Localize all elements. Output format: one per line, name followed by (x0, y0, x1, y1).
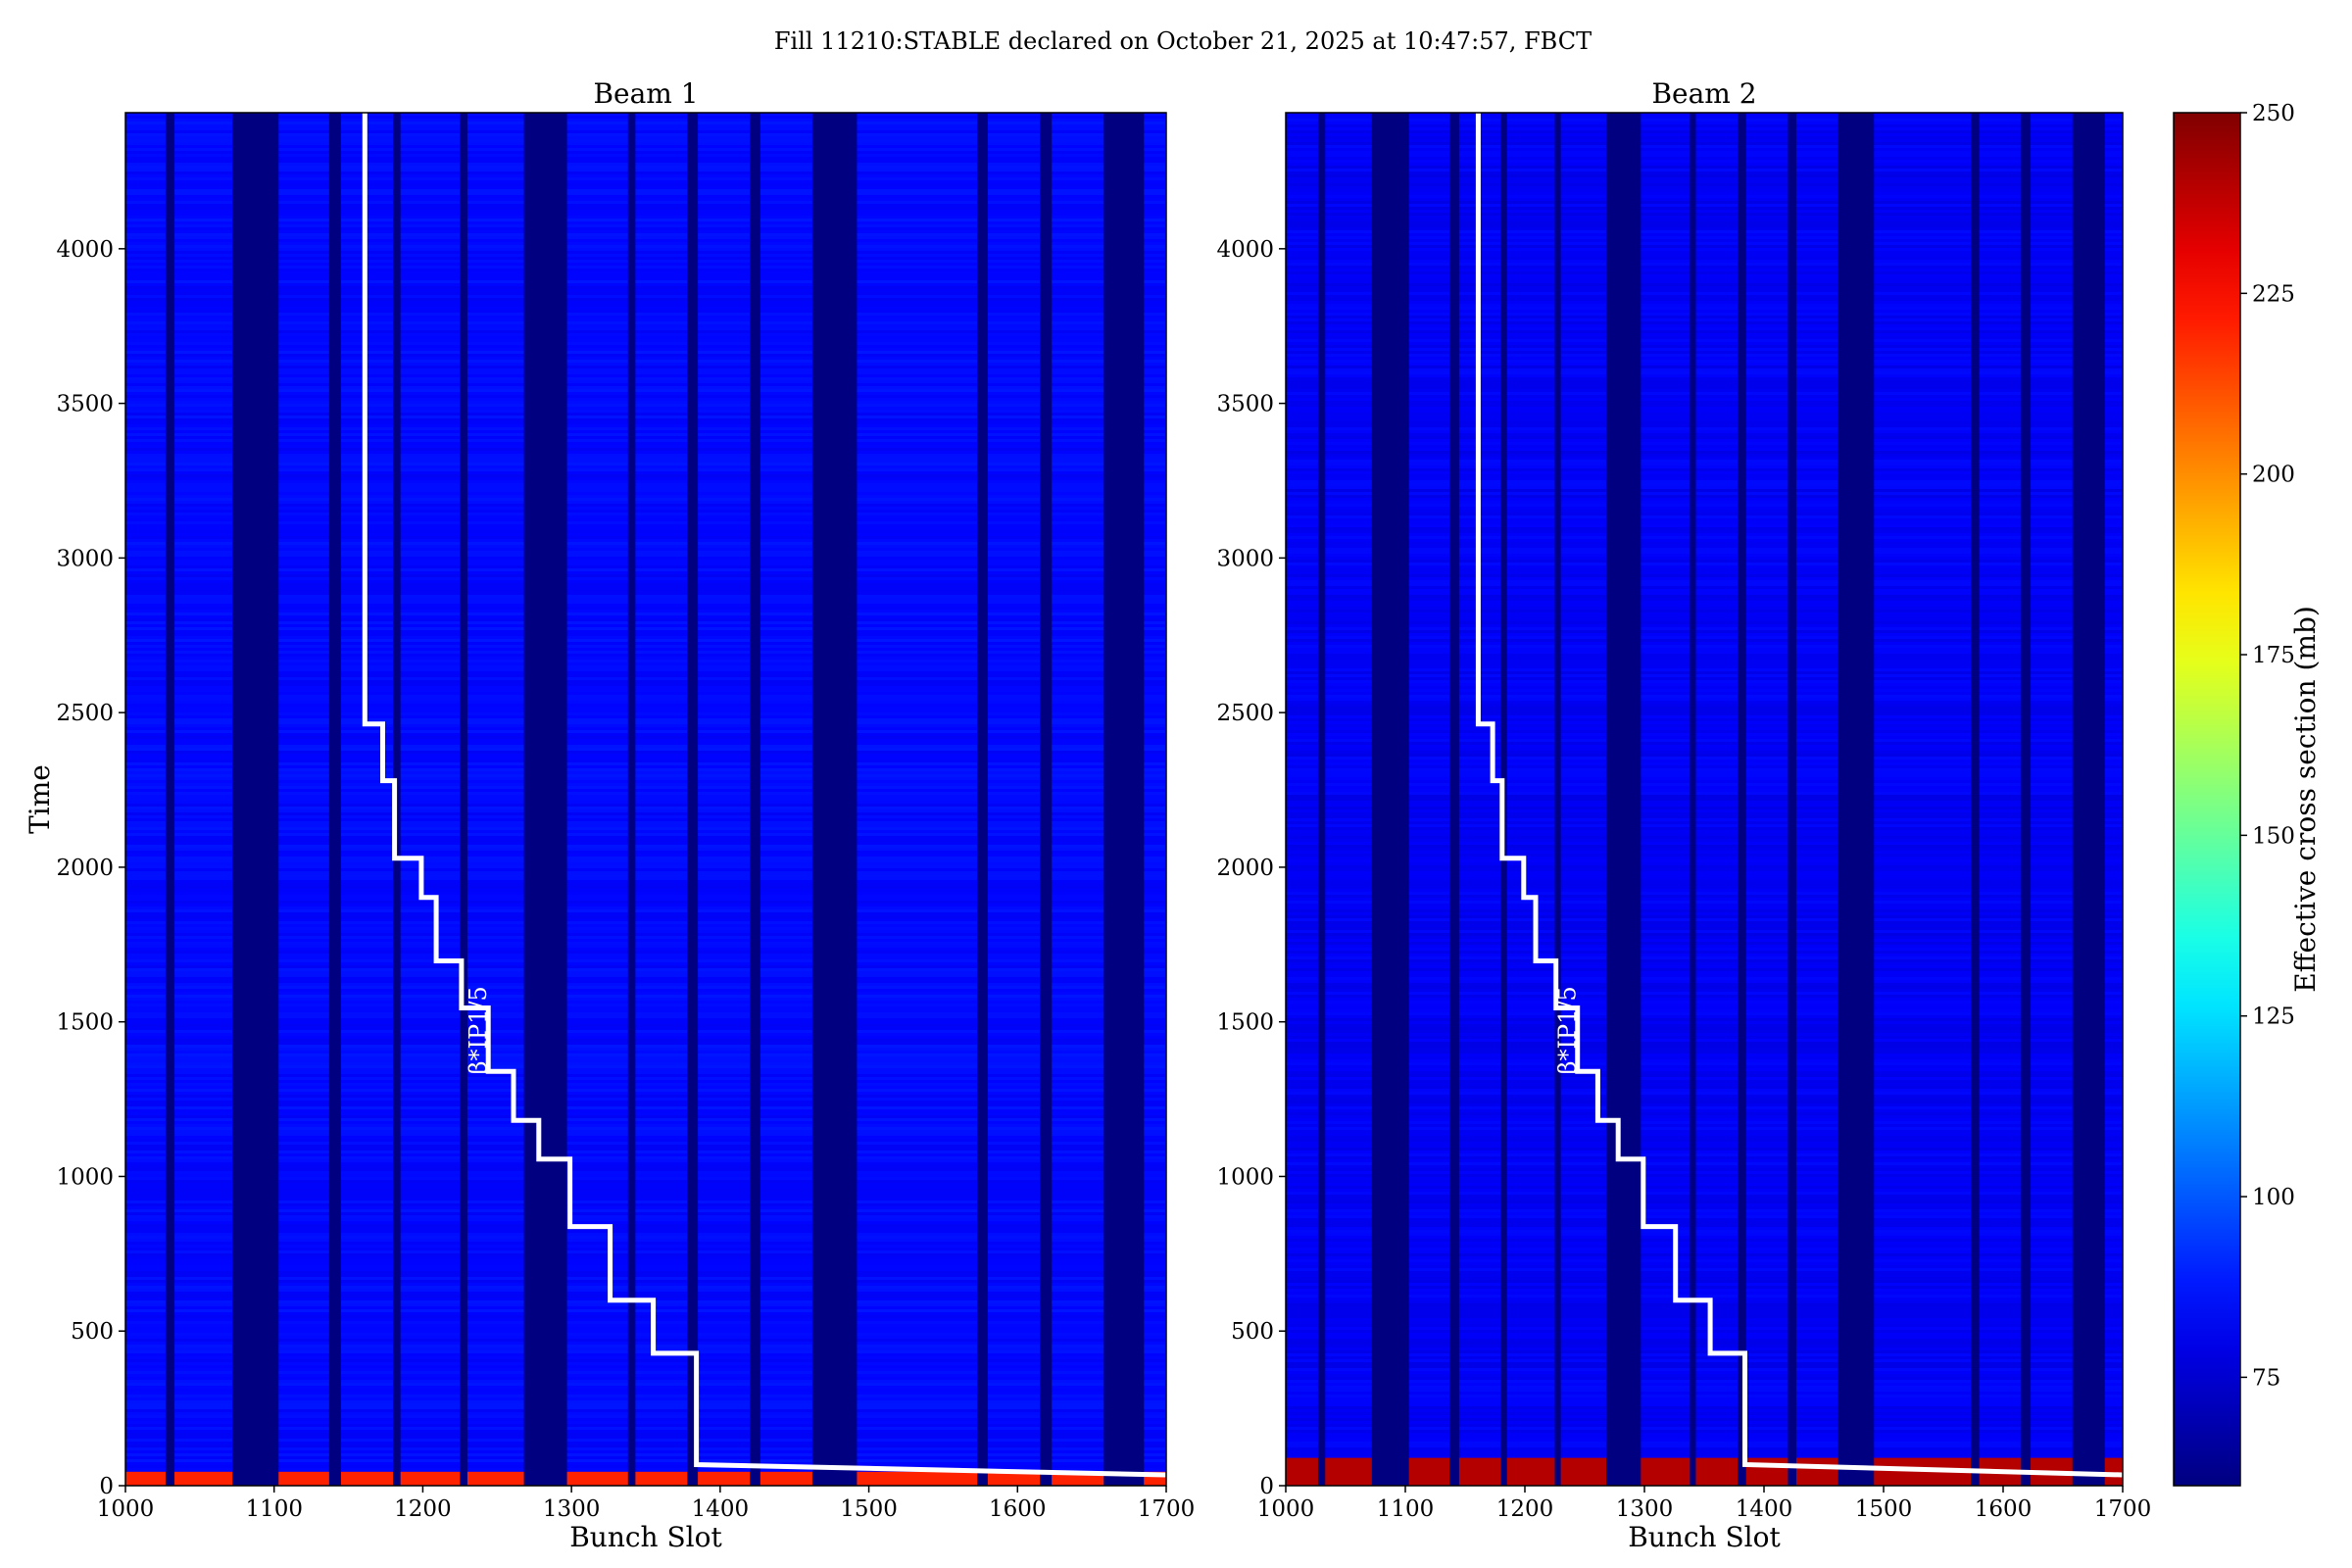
colorbar-tick-label: 75 (2252, 1365, 2280, 1391)
empty-slot-gap (460, 113, 467, 1486)
beam-2-panel: β*IP1/5 Beam 2 1000 1100 1200 1300 1400 1500 160… (1216, 77, 2151, 1553)
empty-slot-gap (232, 113, 279, 1486)
empty-slot-gap (750, 113, 760, 1486)
empty-slot-gap (1788, 113, 1796, 1486)
heatmap-noise (125, 113, 1166, 1486)
empty-slot-gap (627, 113, 636, 1486)
x-tick-label: 1200 (1496, 1496, 1554, 1522)
colorbar-gradient (2174, 113, 2240, 1486)
colorbar-label: Effective cross section (mb) (2289, 606, 2322, 993)
x-tick-label: 1700 (1138, 1496, 1196, 1522)
x-tick-label: 1200 (394, 1496, 452, 1522)
beta-star-annotation: β*IP1/5 (1554, 986, 1582, 1074)
empty-slot-gap (2072, 113, 2105, 1486)
colorbar-tick-label: 200 (2252, 463, 2295, 488)
y-tick-label: 2500 (56, 701, 114, 726)
empty-slot-gap (977, 113, 988, 1486)
x-tick-label: 1400 (1736, 1496, 1793, 1522)
x-tick-label: 1100 (1377, 1496, 1435, 1522)
colorbar-tick-label: 100 (2252, 1185, 2295, 1210)
empty-slot-gap (328, 113, 341, 1486)
x-tick-label: 1500 (840, 1496, 898, 1522)
empty-slot-gap (165, 113, 175, 1486)
empty-slot-gap (1103, 113, 1145, 1486)
empty-slot-gap (523, 113, 567, 1486)
colorbar-tick-label: 150 (2252, 823, 2295, 849)
empty-slot-gap (2021, 113, 2032, 1486)
y-tick-label: 0 (1259, 1474, 1274, 1499)
panel-title: Beam 1 (593, 77, 698, 110)
figure-title: Fill 11210:STABLE declared on October 21… (774, 27, 1592, 55)
beta-star-annotation: β*IP1/5 (465, 986, 492, 1074)
y-tick-label: 2500 (1216, 701, 1274, 726)
empty-slot-gap (811, 113, 858, 1486)
y-tick-label: 4000 (56, 237, 114, 263)
beta-star-line (362, 113, 1166, 1478)
colorbar-tick-label: 125 (2252, 1004, 2295, 1030)
y-tick-label: 500 (1231, 1319, 1274, 1345)
empty-slot-gap (1317, 113, 1326, 1486)
plot-frame (124, 112, 1167, 1487)
empty-slot-gap (1690, 113, 1696, 1486)
x-tick-label: 1500 (1855, 1496, 1913, 1522)
heatmap-area (125, 113, 1166, 1486)
y-tick-label: 1500 (1216, 1010, 1274, 1036)
colorbar-frame (2173, 112, 2241, 1487)
empty-slot-gap (1738, 113, 1746, 1486)
empty-slot-gap (1605, 113, 1642, 1486)
x-tick-label: 1700 (2094, 1496, 2152, 1522)
plot-frame (1285, 112, 2124, 1487)
empty-slot-gaps (1317, 113, 2105, 1486)
y-tick-label: 2000 (1216, 856, 1274, 881)
x-tick-label: 1300 (543, 1496, 601, 1522)
y-tick-label: 4000 (1216, 237, 1274, 263)
y-tick-label: 1000 (1216, 1164, 1274, 1190)
colorbar-tick-label: 225 (2252, 281, 2295, 307)
colorbar-tick-label: 175 (2252, 643, 2295, 668)
y-tick-label: 3500 (1216, 392, 1274, 417)
y-tick-label: 3500 (56, 392, 114, 417)
x-axis-label: Bunch Slot (569, 1521, 722, 1553)
x-tick-label: 1600 (1975, 1496, 2033, 1522)
y-tick-label: 3000 (1216, 546, 1274, 571)
y-tick-label: 2000 (56, 856, 114, 881)
y-tick-label: 1500 (56, 1010, 114, 1036)
colorbar: 75 100 125 150 175 200 225 250 Effective cross s… (2173, 101, 2322, 1487)
empty-slot-gap (1371, 113, 1409, 1486)
beam-1-panel: β*IP1/5 Beam 1 1000 1100 1200 1300 1400 1500 160… (24, 77, 1195, 1553)
y-tick-label: 500 (71, 1319, 114, 1345)
empty-slot-gap (1554, 113, 1561, 1486)
y-axis-label: Time (24, 764, 56, 834)
empty-slot-gap (1971, 113, 1980, 1486)
x-axis-label: Bunch Slot (1628, 1521, 1781, 1553)
y-tick-label: 1000 (56, 1164, 114, 1190)
x-tick-label: 1000 (97, 1496, 155, 1522)
x-tick-label: 1400 (692, 1496, 750, 1522)
heatmap-noise (1286, 113, 2123, 1486)
heatmap-area (1286, 113, 2123, 1486)
empty-slot-gap (1838, 113, 1875, 1486)
empty-slot-gap (1449, 113, 1459, 1486)
empty-slot-gap (687, 113, 699, 1486)
early-high-band (125, 1471, 1166, 1486)
y-tick-label: 3000 (56, 546, 114, 571)
x-tick-label: 1100 (245, 1496, 303, 1522)
x-tick-label: 1000 (1257, 1496, 1315, 1522)
panel-title: Beam 2 (1651, 77, 1756, 110)
y-tick-label: 0 (99, 1474, 114, 1499)
beta-star-line (1475, 113, 2123, 1478)
x-tick-label: 1600 (989, 1496, 1047, 1522)
empty-slot-gap (1040, 113, 1053, 1486)
x-tick-label: 1300 (1616, 1496, 1674, 1522)
colorbar-tick-label: 250 (2252, 101, 2295, 126)
